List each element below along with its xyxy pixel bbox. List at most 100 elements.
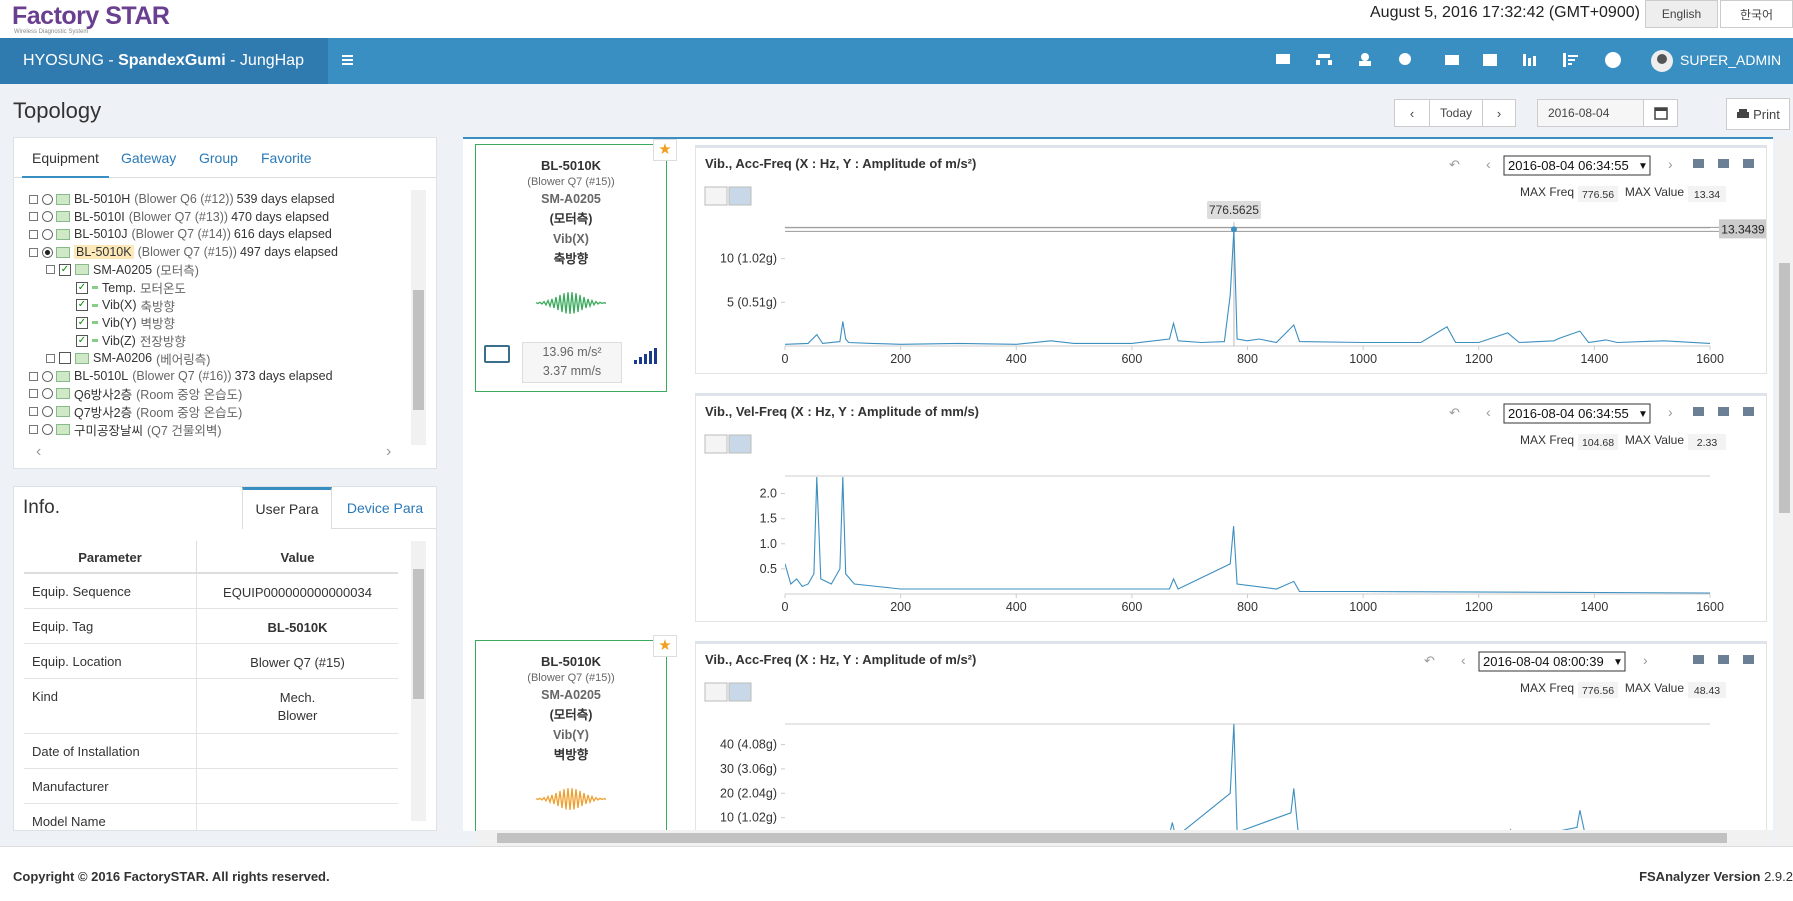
sensor-card[interactable]: BL-5010K (Blower Q7 (#15)) SM-A0205 (모터측) Vi…: [475, 640, 667, 831]
chart: Vib., Acc-Freq (X : Hz, Y : Amplitude of…: [704, 155, 1768, 366]
radio: [42, 211, 53, 223]
menu-toggle[interactable]: [340, 52, 356, 68]
tree-row[interactable]: 구미공장날씨 (Q7 건물외벽): [29, 420, 222, 438]
undo[interactable]: ↶: [1424, 653, 1435, 668]
tree-row[interactable]: BL-5010K (Blower Q7 (#15)) 497 days elapse…: [29, 243, 338, 261]
logo[interactable]: Factory STAR: [12, 2, 170, 30]
brand[interactable]: HYOSUNG - SpandexGumi - JungHap: [0, 38, 328, 84]
scroll-right[interactable]: ›: [386, 443, 392, 460]
table-row: Equip. Sequence EQUIP000000000000034: [24, 574, 398, 609]
param-value-cell: [196, 734, 398, 769]
node-label: 구미공장날씨: [74, 423, 144, 438]
next-day[interactable]: ›: [1482, 99, 1516, 127]
tree-row[interactable]: ✓ Vib(Y) 벽방향: [29, 314, 175, 332]
value-box: [1578, 682, 1618, 698]
max-point: [1230, 226, 1237, 233]
scroll-left[interactable]: ‹: [36, 443, 42, 460]
equipment-tab[interactable]: Gateway: [121, 150, 177, 166]
tree-row[interactable]: ✓ SM-A0205 (모터측): [29, 261, 199, 279]
node-desc: 전장방향: [139, 335, 186, 350]
lang-english[interactable]: English: [1645, 0, 1718, 28]
expander: [29, 406, 38, 416]
readings: 13.96 m/s² 3.37 mm/s: [522, 342, 622, 383]
x-tick-label: 1400: [1580, 600, 1608, 614]
equipment-tab[interactable]: Equipment: [22, 138, 109, 178]
tool-icon: [1693, 407, 1704, 416]
view-button: [704, 682, 728, 702]
checkbox: [59, 352, 71, 365]
tree-row[interactable]: ✓ Vib(X) 축방향: [29, 296, 175, 314]
max-value-label: MAX Value: [1625, 681, 1684, 695]
brand-prefix: HYOSUNG -: [23, 52, 119, 69]
radio: [42, 388, 53, 400]
tree-row[interactable]: BL-5010L (Blower Q7 (#16)) 373 days elapse…: [29, 367, 333, 385]
signal-bar: [654, 348, 657, 364]
card-equip: BL-5010K: [541, 158, 601, 173]
y-tick-label: 40 (4.08g): [720, 738, 777, 752]
tree-row[interactable]: BL-5010H (Blower Q6 (#12)) 539 days elapse…: [29, 190, 335, 208]
y-tick-label: 0.5: [760, 562, 777, 576]
print-button[interactable]: Print: [1726, 98, 1790, 130]
avatar[interactable]: [1650, 49, 1674, 73]
param-value-cell: Mech. Blower: [196, 679, 398, 734]
node-label: SM-A0206: [93, 351, 153, 366]
sensor-card[interactable]: BL-5010K (Blower Q7 (#15)) SM-A0205 (모터측) Vi…: [475, 144, 667, 392]
card-side: (모터측): [549, 708, 593, 722]
y-tick-label: 1.0: [760, 537, 777, 551]
tree-row[interactable]: Q6방사2층 (Room 중앙 온습도): [29, 385, 242, 403]
v-scrollbar[interactable]: [1776, 137, 1793, 846]
lang-korean[interactable]: 한국어: [1720, 0, 1793, 28]
tree-row[interactable]: SM-A0206 (베어링측): [29, 349, 210, 367]
tool-icon: [1743, 159, 1754, 168]
max-freq: 776.56: [1582, 189, 1614, 201]
x-tick-label: 1600: [1696, 352, 1724, 366]
param-value-cell: EQUIP000000000000034: [196, 574, 398, 609]
expander: [29, 212, 38, 222]
max-value: 2.33: [1697, 437, 1718, 449]
equipment-tab[interactable]: Favorite: [261, 150, 312, 166]
next: ›: [1668, 156, 1673, 172]
today-button[interactable]: Today: [1429, 99, 1483, 127]
node-icon: [92, 339, 98, 343]
date-select: [1478, 651, 1626, 672]
calendar-button[interactable]: [1643, 99, 1678, 127]
param-value: EQUIP000000000000034: [223, 585, 372, 600]
tree-scrollbar[interactable]: [411, 190, 426, 445]
spectrum-line: [785, 476, 1710, 594]
equipment-tab[interactable]: Group: [199, 150, 238, 166]
card-sensor: SM-A0205: [541, 192, 601, 206]
tree-row[interactable]: ✓ Vib(Z) 전장방향: [29, 332, 186, 350]
tree-row[interactable]: BL-5010I (Blower Q7 (#13)) 470 days elapse…: [29, 208, 329, 226]
tree-row[interactable]: BL-5010J (Blower Q7 (#14)) 616 days elapse…: [29, 225, 332, 243]
node-elapsed: 539 days elapsed: [236, 192, 335, 206]
max-value: 13.34: [1694, 189, 1720, 201]
prev-day[interactable]: ‹: [1394, 99, 1430, 127]
user-name[interactable]: SUPER_ADMIN: [1680, 52, 1782, 68]
checkbox: ✓: [76, 316, 88, 329]
date-input[interactable]: 2016-08-04: [1537, 99, 1644, 127]
table-row: Equip. Location Blower Q7 (#15): [24, 644, 398, 679]
waveform: [536, 788, 606, 811]
nav-icons[interactable]: [1270, 50, 1640, 72]
radio: [42, 370, 53, 382]
undo[interactable]: ↶: [1449, 157, 1460, 172]
radio: [42, 405, 53, 417]
column-header: Parameter: [78, 550, 142, 565]
copyright: Copyright © 2016 FactorySTAR. All rights…: [13, 869, 330, 884]
tree-row[interactable]: Q7방사2층 (Room 중앙 온습도): [29, 402, 242, 420]
signal: [634, 348, 658, 364]
node-desc: 벽방향: [140, 317, 176, 332]
h-scrollbar[interactable]: [477, 830, 1773, 846]
star: ★: [653, 635, 677, 657]
user-para-tab[interactable]: User Para: [242, 487, 332, 529]
undo[interactable]: ↶: [1449, 405, 1460, 420]
node-label: Vib(Y): [102, 315, 137, 330]
tree-row[interactable]: ✓ Temp. 모터온도: [29, 279, 186, 297]
node-icon: [56, 193, 70, 205]
signal-bar: [639, 357, 642, 364]
y-tick-label: 2.0: [760, 487, 777, 501]
device-para-tab[interactable]: Device Para: [332, 487, 436, 529]
info-scrollbar[interactable]: [411, 541, 426, 821]
tooltip-box: [1206, 201, 1261, 219]
